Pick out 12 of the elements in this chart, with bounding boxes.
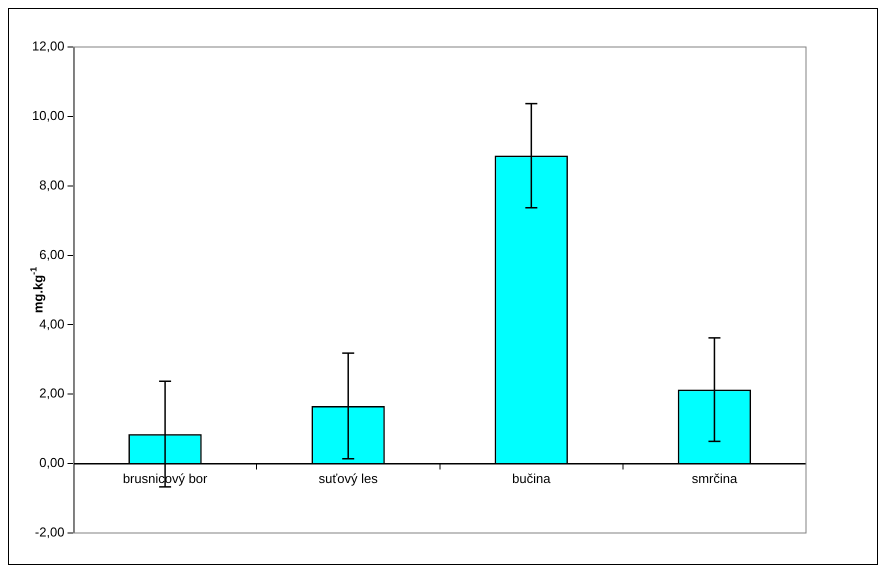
y-tick-label: -2,00 <box>34 524 65 540</box>
y-tick-label: 12,00 <box>32 38 65 54</box>
x-tick-label: suťový les <box>318 470 378 486</box>
y-tick-label: 8,00 <box>39 177 65 192</box>
y-tick-label: 4,00 <box>39 316 65 332</box>
y-axis-title: mg.kg-1 <box>28 266 46 314</box>
y-tick-label: 2,00 <box>39 386 65 401</box>
y-tick-label: 10,00 <box>32 108 65 124</box>
y-tick-label: 6,00 <box>39 246 65 262</box>
x-tick-label: smrčina <box>692 470 738 486</box>
x-tick-label: bučina <box>512 470 552 486</box>
y-tick-label: 0,00 <box>39 455 65 470</box>
